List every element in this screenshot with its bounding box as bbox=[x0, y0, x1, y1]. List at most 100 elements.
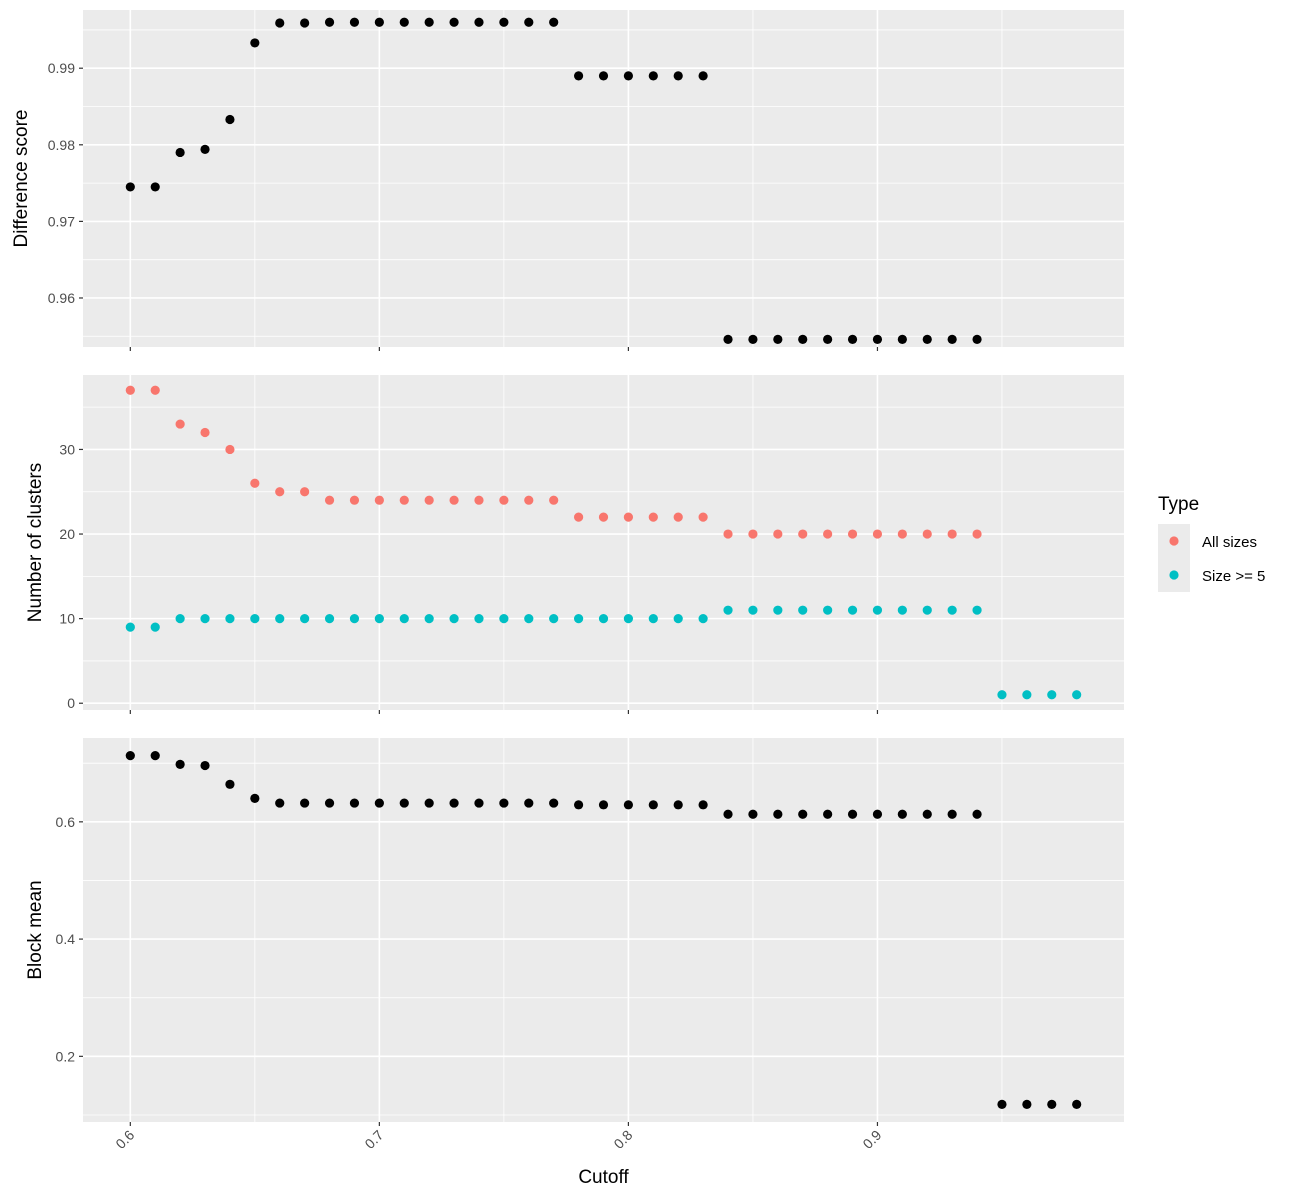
data-point bbox=[1047, 1099, 1057, 1110]
data-point bbox=[872, 334, 883, 344]
data-point bbox=[175, 147, 185, 158]
data-point bbox=[997, 1099, 1007, 1110]
data-point bbox=[748, 605, 758, 615]
data-point bbox=[972, 809, 982, 819]
data-point bbox=[225, 614, 235, 624]
data-point bbox=[125, 622, 135, 632]
data-point bbox=[922, 809, 932, 819]
data-point bbox=[872, 529, 883, 539]
data-point bbox=[648, 800, 658, 810]
data-point bbox=[424, 798, 434, 808]
legend-key bbox=[1169, 570, 1179, 580]
data-point bbox=[250, 38, 260, 48]
data-point bbox=[623, 800, 634, 810]
y-tick-label: 30 bbox=[59, 441, 75, 457]
legend-label: Size >= 5 bbox=[1202, 568, 1265, 585]
data-point bbox=[1072, 1099, 1082, 1110]
data-point bbox=[972, 334, 982, 344]
data-point bbox=[673, 800, 683, 810]
data-point bbox=[798, 334, 808, 344]
data-point bbox=[748, 529, 758, 539]
block-mean-series-0 bbox=[125, 750, 1082, 1110]
data-point bbox=[499, 798, 509, 808]
data-point bbox=[723, 605, 733, 615]
data-point bbox=[125, 182, 135, 192]
data-point bbox=[225, 779, 235, 789]
data-point bbox=[324, 798, 335, 808]
data-point bbox=[349, 17, 360, 27]
data-point bbox=[324, 17, 335, 27]
data-point bbox=[648, 512, 658, 522]
data-point bbox=[200, 760, 210, 771]
data-point bbox=[598, 614, 609, 624]
data-point bbox=[474, 614, 484, 624]
number-of-clusters-series-size-5 bbox=[125, 605, 1082, 700]
x-axis-title: Cutoff bbox=[578, 1167, 629, 1188]
legend-label: All sizes bbox=[1202, 534, 1257, 551]
data-point bbox=[773, 529, 783, 539]
data-point bbox=[524, 17, 534, 27]
data-point bbox=[972, 529, 982, 539]
data-point bbox=[947, 605, 957, 615]
data-point bbox=[823, 605, 833, 615]
data-point bbox=[424, 17, 434, 27]
data-point bbox=[250, 478, 260, 488]
data-point bbox=[823, 334, 833, 344]
data-point bbox=[698, 71, 708, 81]
y-tick-label: 0.2 bbox=[56, 1048, 76, 1064]
x-tick-label: 0.6 bbox=[112, 1127, 137, 1152]
data-point bbox=[324, 614, 335, 624]
data-point bbox=[349, 614, 360, 624]
data-point bbox=[922, 529, 932, 539]
x-tick-label: 0.7 bbox=[361, 1127, 386, 1152]
data-point bbox=[798, 529, 808, 539]
data-point bbox=[598, 800, 609, 810]
data-point bbox=[399, 614, 409, 624]
data-point bbox=[723, 334, 733, 344]
data-point bbox=[897, 334, 907, 344]
data-point bbox=[573, 614, 584, 624]
x-tick-label: 0.9 bbox=[859, 1127, 884, 1152]
data-point bbox=[748, 809, 758, 819]
data-point bbox=[623, 614, 634, 624]
data-point bbox=[499, 17, 509, 27]
data-point bbox=[200, 614, 210, 624]
number-of-clusters-y-axis-title: Number of clusters bbox=[25, 463, 46, 622]
data-point bbox=[623, 71, 634, 81]
data-point bbox=[399, 495, 409, 505]
data-point bbox=[723, 529, 733, 539]
data-point bbox=[200, 427, 210, 438]
y-tick-label: 0.4 bbox=[56, 931, 76, 947]
data-point bbox=[150, 385, 160, 395]
data-point bbox=[150, 182, 160, 192]
y-tick-label: 0.99 bbox=[48, 60, 75, 76]
difference-score-panel: 0.96 0.97 0.98 0.99 Difference score bbox=[11, 10, 1124, 351]
data-point bbox=[698, 512, 708, 522]
block-mean-panel-background bbox=[83, 738, 1124, 1122]
data-point bbox=[300, 614, 310, 624]
number-of-clusters-panel: 0 10 20 30 Number of clusters bbox=[25, 375, 1124, 714]
data-point bbox=[374, 495, 384, 505]
data-point bbox=[349, 495, 360, 505]
data-point bbox=[798, 809, 808, 819]
data-point bbox=[1022, 690, 1032, 700]
data-point bbox=[947, 809, 957, 819]
data-point bbox=[374, 798, 384, 808]
y-tick-label: 0 bbox=[67, 695, 75, 711]
data-point bbox=[698, 800, 708, 810]
y-tick-label: 0.97 bbox=[48, 213, 75, 229]
data-point bbox=[972, 605, 982, 615]
data-point bbox=[275, 614, 285, 624]
data-point bbox=[573, 512, 584, 522]
legend-key bbox=[1169, 536, 1179, 546]
data-point bbox=[549, 495, 559, 505]
data-point bbox=[673, 614, 683, 624]
data-point bbox=[798, 605, 808, 615]
data-point bbox=[847, 529, 858, 539]
x-tick-label: 0.8 bbox=[610, 1127, 635, 1152]
data-point bbox=[150, 622, 160, 632]
data-point bbox=[150, 750, 160, 761]
data-point bbox=[823, 529, 833, 539]
data-point bbox=[872, 809, 883, 819]
